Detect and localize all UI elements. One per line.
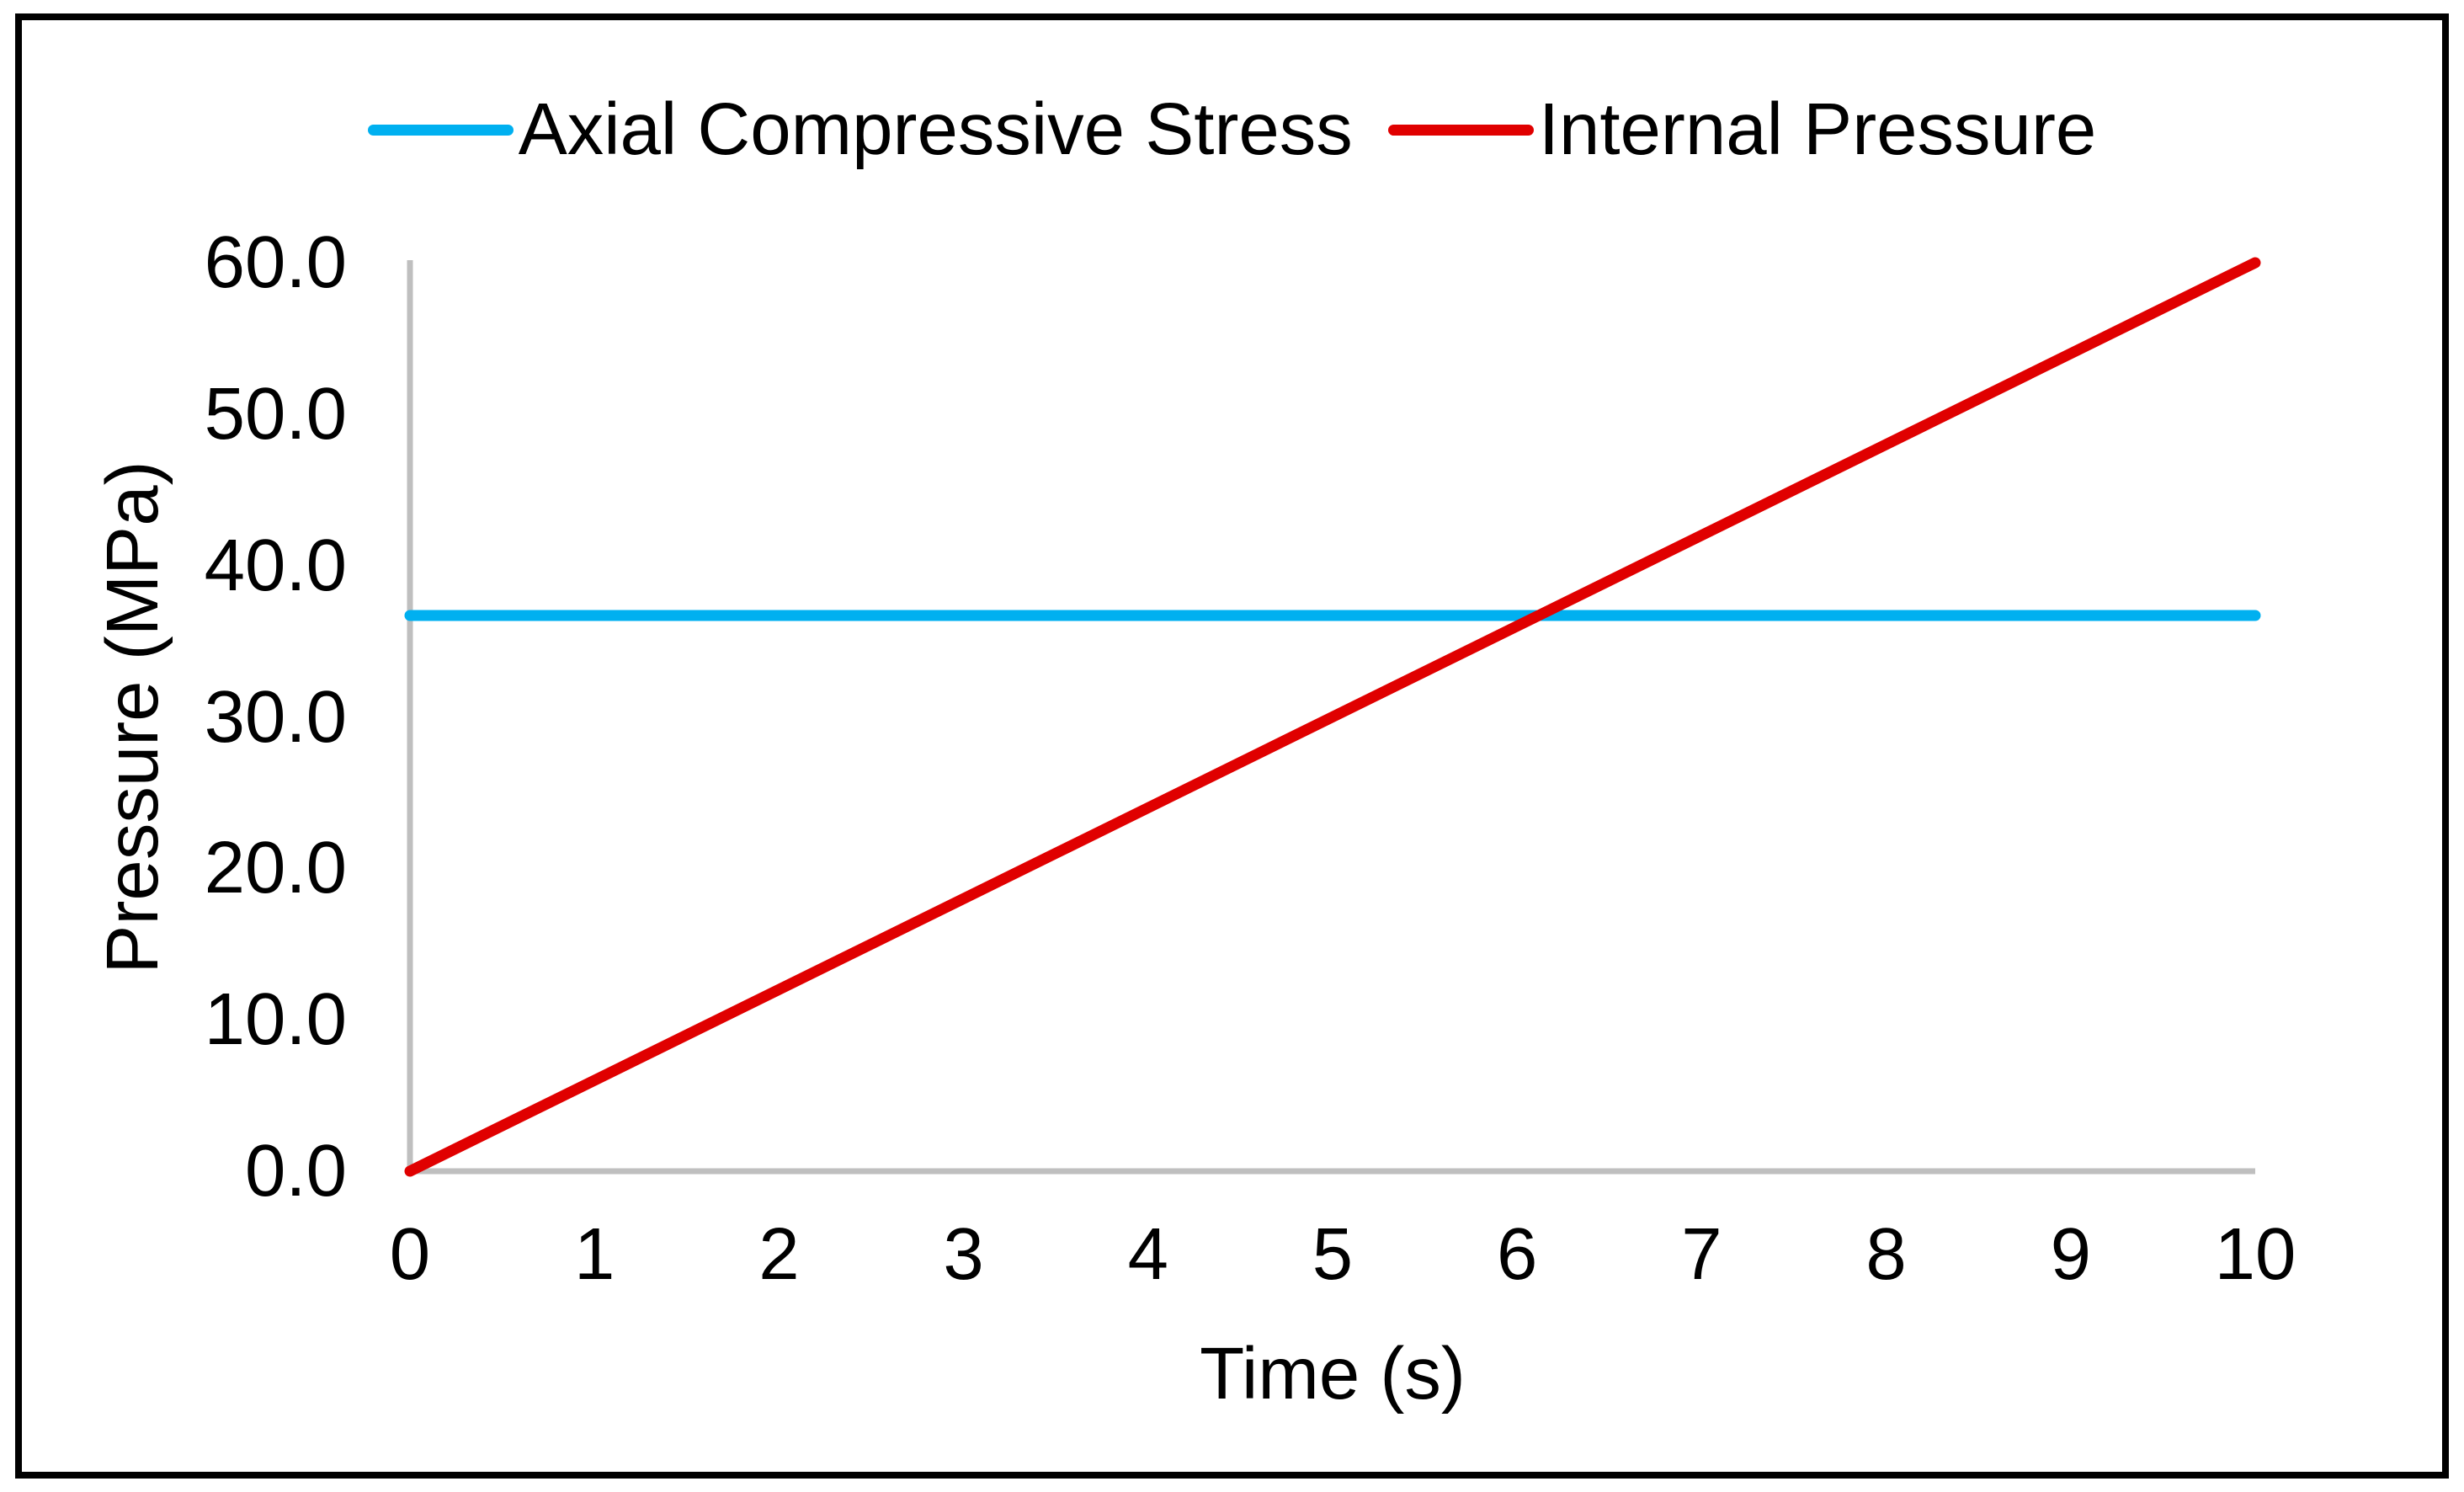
series-line-internal — [404, 257, 2261, 1177]
x-tick-label: 0 — [389, 1213, 431, 1295]
legend-label-axial: Axial Compressive Stress — [518, 88, 1353, 170]
x-tick-label: 4 — [1127, 1213, 1168, 1295]
x-tick-label: 3 — [943, 1213, 984, 1295]
legend-item-internal-pressure: Internal Pressure — [1387, 88, 2097, 170]
figure-border — [15, 13, 2449, 1479]
y-axis-title: Pressure (MPa) — [92, 461, 173, 974]
x-tick-label: 10 — [2214, 1213, 2296, 1295]
x-tick-label: 7 — [1681, 1213, 1722, 1295]
y-tick-label: 60.0 — [204, 221, 347, 303]
y-tick-label: 10.0 — [204, 978, 347, 1061]
x-tick-label: 8 — [1865, 1213, 1907, 1295]
x-axis-title: Time (s) — [1200, 1333, 1466, 1415]
y-tick-label: 30.0 — [204, 675, 347, 758]
x-tick-label: 2 — [758, 1213, 800, 1295]
legend-label-internal: Internal Pressure — [1538, 88, 2097, 170]
y-tick-label: 40.0 — [204, 524, 347, 606]
x-tick-label: 6 — [1496, 1213, 1538, 1295]
chart-legend: Axial Compressive Stress Internal Pressu… — [25, 89, 2439, 170]
x-tick-label: 1 — [573, 1213, 615, 1295]
legend-swatch-axial-icon — [367, 124, 514, 136]
legend-swatch-internal-icon — [1387, 124, 1534, 136]
y-tick-label: 20.0 — [204, 827, 347, 909]
y-tick-label: 50.0 — [204, 372, 347, 455]
x-tick-label: 9 — [2050, 1213, 2091, 1295]
y-tick-label: 0.0 — [245, 1130, 347, 1212]
legend-item-axial-compressive-stress: Axial Compressive Stress — [367, 88, 1353, 170]
x-tick-label: 5 — [1312, 1213, 1354, 1295]
